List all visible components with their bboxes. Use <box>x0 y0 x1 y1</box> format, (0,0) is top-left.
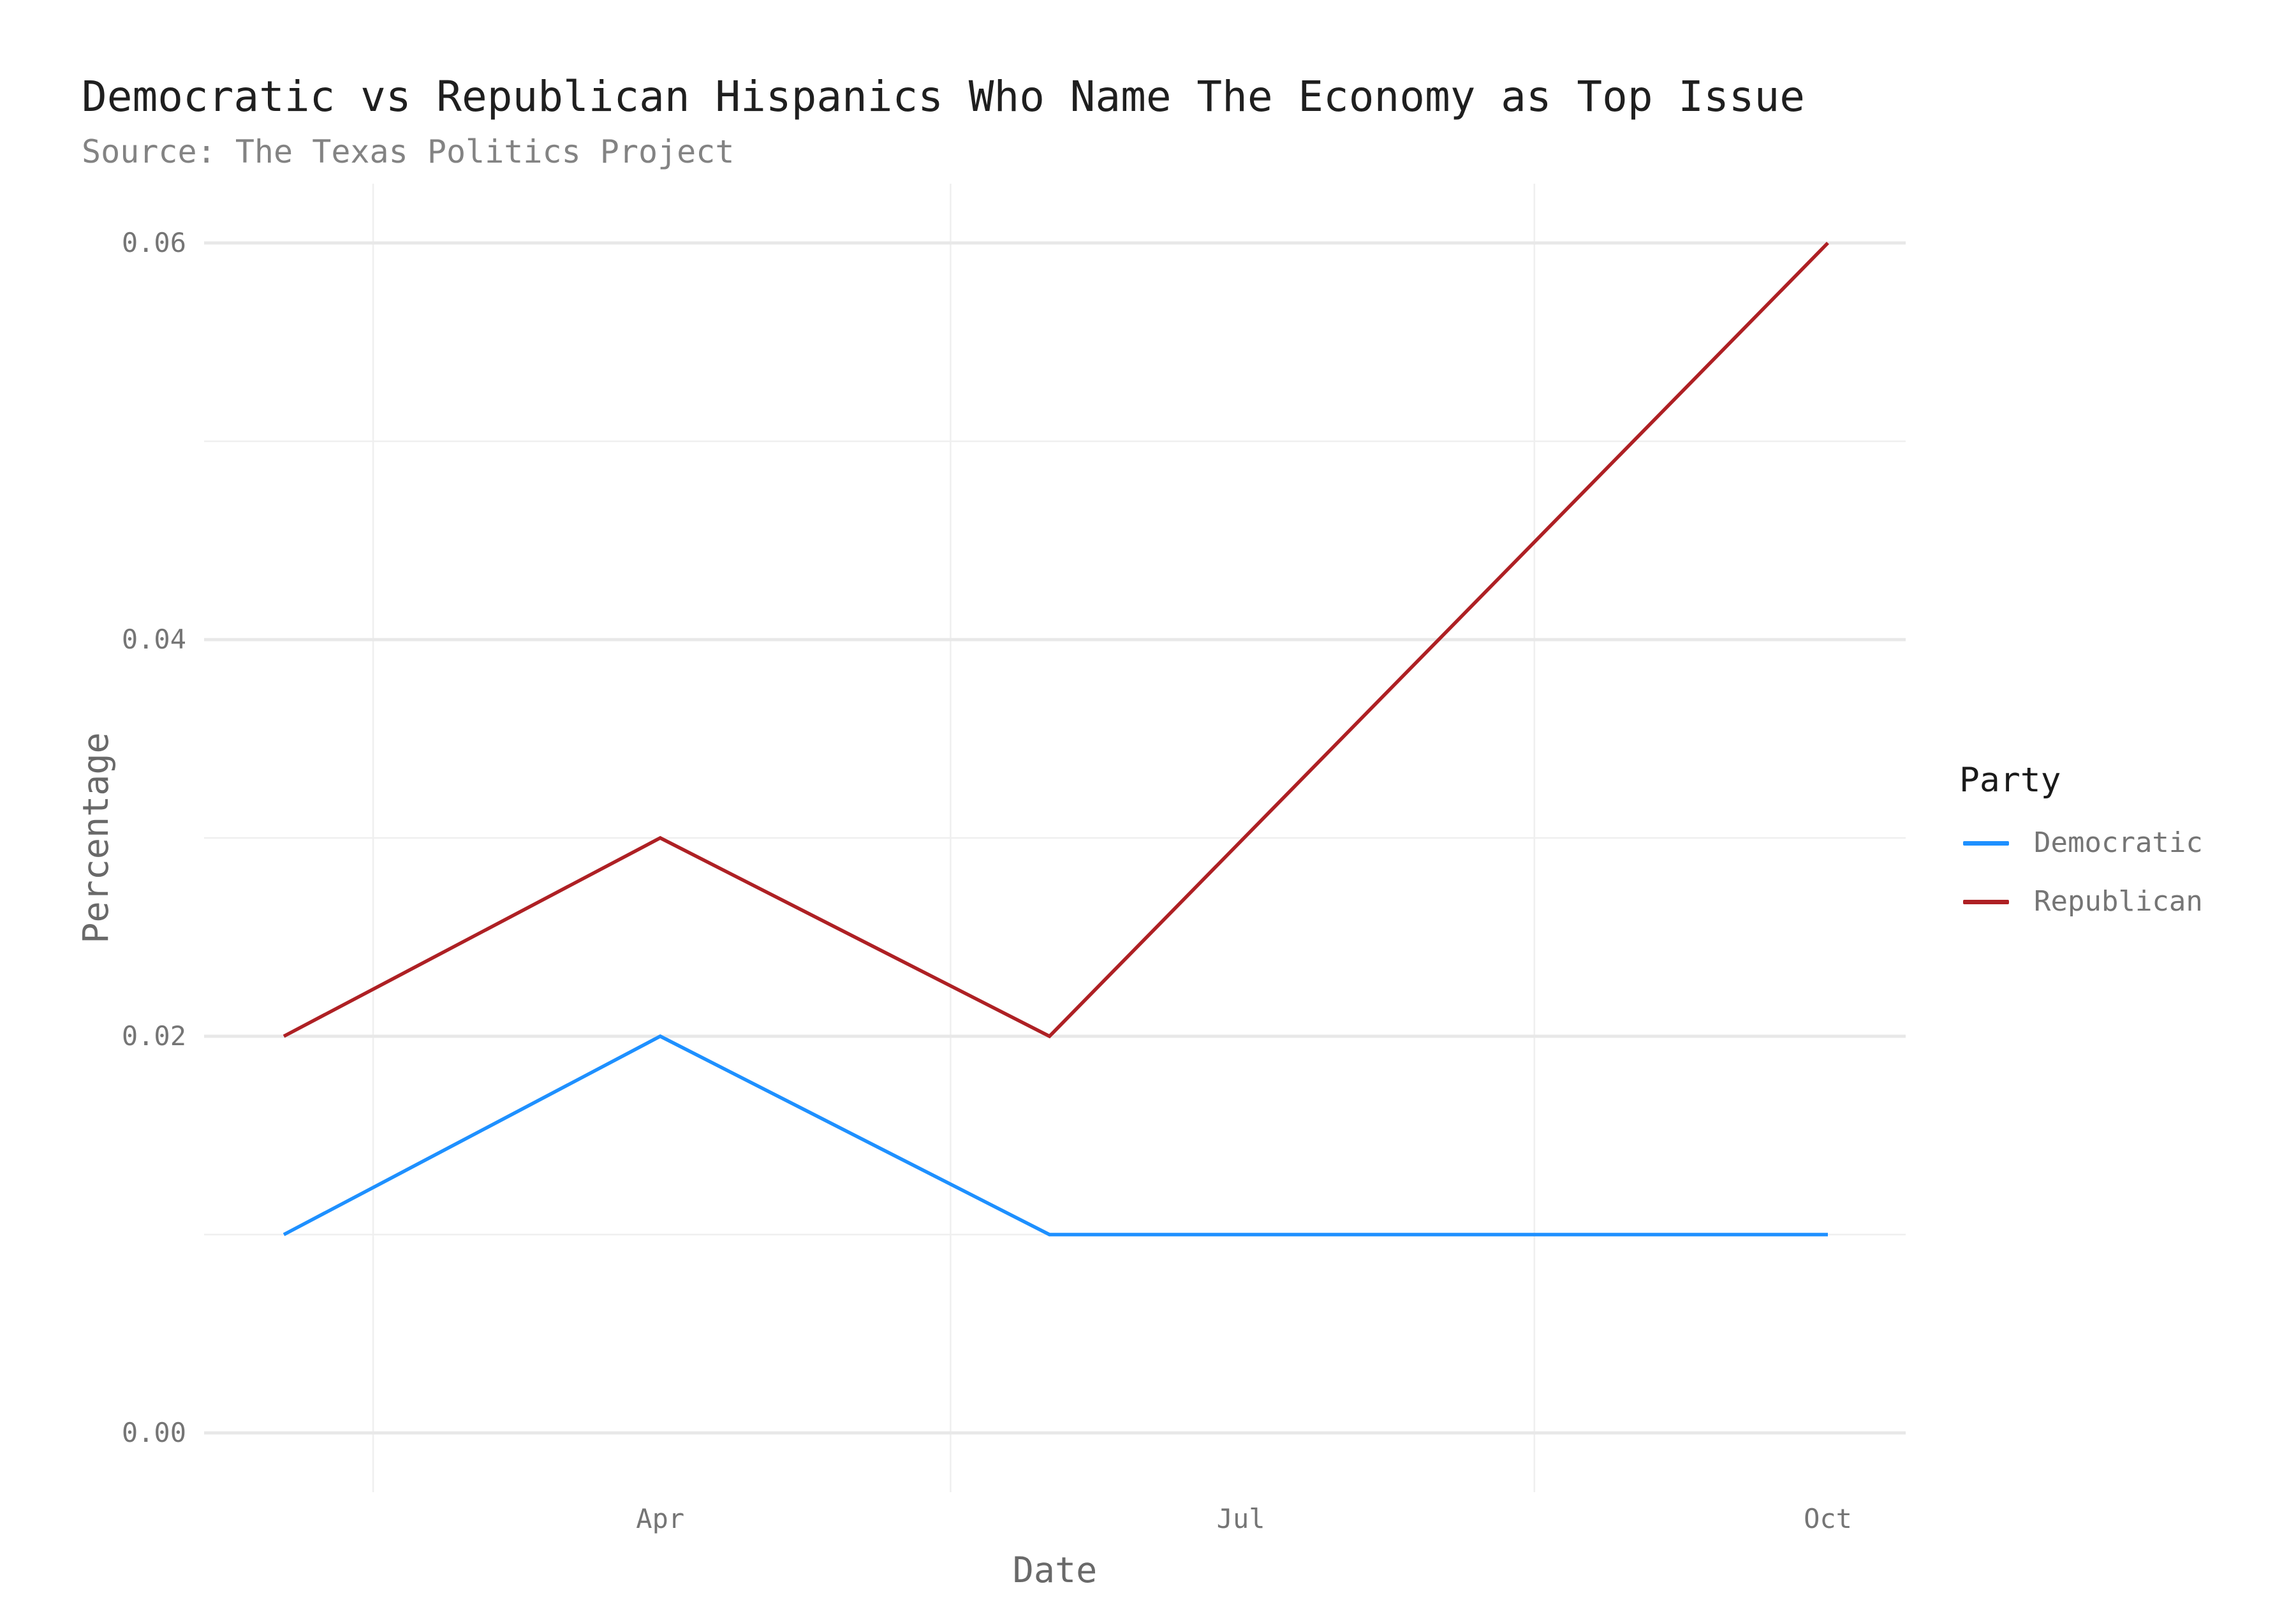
x-tick-label: Apr <box>636 1503 685 1534</box>
democratic-line <box>283 1034 1828 1236</box>
x-tick-label: Jul <box>1216 1503 1265 1534</box>
y-tick-label: 0.02 <box>121 1020 186 1052</box>
chart-title: Democratic vs Republican Hispanics Who N… <box>82 72 1806 121</box>
y-tick-label: 0.04 <box>121 624 186 655</box>
legend-item-label: Democratic <box>2034 826 2203 859</box>
legend-title: Party <box>1959 761 2061 800</box>
democratic-line-swatch <box>1963 841 2009 846</box>
y-axis-title: Percentage <box>75 732 116 944</box>
republican-line <box>283 242 1829 1039</box>
republican-line-swatch <box>1963 900 2009 904</box>
legend-item-label: Republican <box>2034 885 2203 918</box>
chart-subtitle: Source: The Texas Politics Project <box>82 133 735 170</box>
x-tick-label: Oct <box>1804 1503 1852 1534</box>
y-tick-label: 0.00 <box>121 1417 186 1448</box>
y-tick-label: 0.06 <box>121 227 186 258</box>
x-axis-title: Date <box>1012 1550 1098 1590</box>
